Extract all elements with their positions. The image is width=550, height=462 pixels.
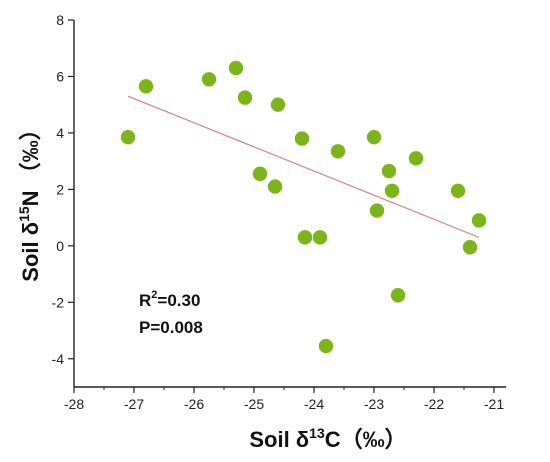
x-tick-label: -21 (484, 396, 504, 412)
y-tick-label: 4 (56, 125, 64, 141)
data-point (369, 203, 385, 218)
trend-line (127, 95, 480, 238)
x-axis-title: Soil δ13C（‰） (249, 425, 406, 452)
data-point (270, 97, 286, 112)
y-tick-label: 0 (56, 238, 64, 254)
x-tick-label: -27 (124, 396, 144, 412)
data-point (384, 183, 400, 198)
points-layer (120, 60, 487, 354)
p-value-annotation: P=0.008 (139, 318, 203, 337)
data-point (318, 338, 334, 354)
y-tick-label: 8 (56, 12, 64, 28)
data-point (201, 72, 217, 87)
data-point (294, 131, 310, 146)
data-point (237, 90, 253, 105)
data-point (228, 60, 244, 76)
x-tick-label: -24 (304, 396, 324, 412)
data-point (252, 166, 268, 182)
data-point (120, 129, 136, 145)
y-tick-label: -2 (52, 294, 65, 310)
data-point (408, 151, 424, 166)
y-tick-label: -4 (52, 351, 65, 367)
data-point (297, 230, 313, 245)
data-point (366, 129, 382, 145)
data-point (381, 163, 397, 179)
data-point (330, 144, 346, 159)
x-tick-label: -22 (424, 396, 444, 412)
y-axis-title: Soil δ15N （‰） (16, 118, 43, 281)
x-tick-label: -23 (364, 396, 384, 412)
x-tick-label: -25 (244, 396, 264, 412)
trend-layer (127, 95, 480, 238)
data-point (312, 230, 328, 245)
data-point (462, 240, 478, 255)
x-tick-label: -26 (184, 396, 204, 412)
r-squared-annotation: R2=0.30 (139, 289, 200, 310)
data-point (450, 183, 466, 198)
data-point (390, 288, 406, 303)
data-point (471, 213, 487, 228)
ticks: -28 -27 -26 -25 -24 -23 -22 -21 -4 -2 0 2 4 6 8 (52, 12, 505, 412)
y-tick-label: 6 (56, 68, 64, 84)
x-tick-label: -28 (64, 396, 84, 412)
data-point (138, 79, 154, 94)
data-point (267, 179, 283, 194)
y-tick-label: 2 (56, 181, 64, 197)
